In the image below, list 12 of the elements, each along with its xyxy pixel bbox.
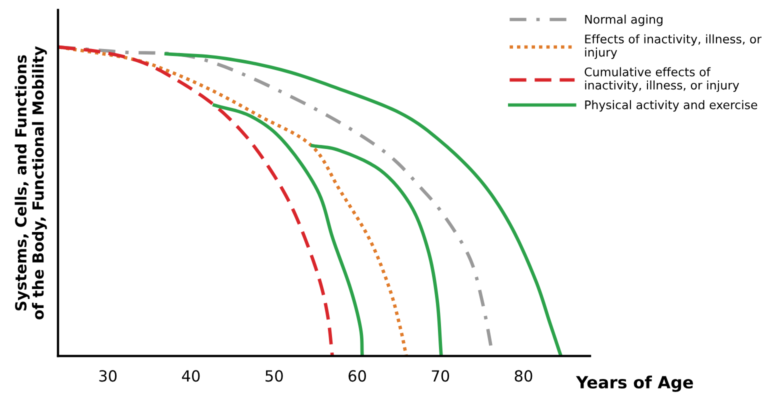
x-tick-label: 80: [514, 370, 532, 382]
x-tick-label: 60: [348, 370, 366, 382]
x-tick-label: 50: [266, 370, 283, 382]
text: Cumulative effects of inactivity, illness, or injury: [584, 67, 740, 92]
text: Physical activity and exercise: [585, 100, 758, 112]
x-axis-title: Years of Age: [576, 376, 693, 392]
text: Effects of inactivity, illness, or injury: [585, 34, 762, 59]
x-tick-label: 70: [432, 370, 450, 382]
y-axis-title: Systems, Cells, and Functions of the Body, Functional Mobility: [14, 46, 47, 320]
x-tick-label: 40: [182, 370, 200, 382]
text: Normal aging: [585, 14, 662, 26]
x-tick-label: 30: [99, 370, 117, 382]
